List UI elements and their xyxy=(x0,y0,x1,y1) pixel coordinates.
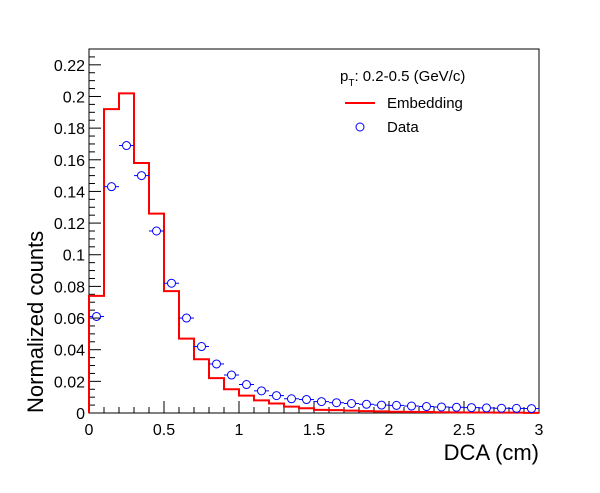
legend-header-sub: T xyxy=(348,78,354,89)
series-layer xyxy=(88,92,539,414)
plot-frame xyxy=(88,48,540,414)
data-point xyxy=(497,403,506,413)
y-tick-label: 0.02 xyxy=(54,374,85,391)
legend: pT: 0.2-0.5 (GeV/c) Embedding Data xyxy=(340,68,465,136)
data-point xyxy=(422,402,431,412)
data-point xyxy=(137,171,146,181)
x-tick-label: 0 xyxy=(85,422,94,439)
data-point xyxy=(92,311,101,321)
legend-header: pT: 0.2-0.5 (GeV/c) xyxy=(340,68,465,89)
data-point xyxy=(122,141,131,151)
y-axis-title: Normalized counts xyxy=(23,231,48,413)
x-axis: 0 0.5 1 1.5 2 2.5 3 xyxy=(85,401,544,439)
data-point xyxy=(317,397,326,407)
y-tick-label: 0.2 xyxy=(63,89,85,106)
data-point xyxy=(167,278,176,288)
data-point xyxy=(107,182,116,192)
legend-data-label: Data xyxy=(387,119,419,136)
legend-data-marker xyxy=(355,122,365,132)
data-point xyxy=(407,401,416,411)
y-tick-label: 0 xyxy=(76,406,85,423)
y-tick-label: 0.04 xyxy=(54,343,85,360)
data-point xyxy=(227,370,236,380)
data-point xyxy=(302,395,311,405)
y-axis: 0 0.02 0.04 0.06 0.08 0.1 0.12 0.14 0.16 0.18 0.2 0… xyxy=(54,48,101,423)
x-tick-label: 3 xyxy=(535,422,544,439)
x-tick-label: 0.5 xyxy=(153,422,175,439)
x-tick-label: 1 xyxy=(235,422,244,439)
data-point xyxy=(512,403,521,413)
x-tick-label: 2.5 xyxy=(453,422,475,439)
data-point xyxy=(242,380,251,390)
y-tick-label: 0.1 xyxy=(63,248,85,265)
data-point xyxy=(467,403,476,413)
data-point xyxy=(332,398,341,408)
data-point xyxy=(527,404,536,414)
y-tick-label: 0.18 xyxy=(54,121,85,138)
data-point xyxy=(452,402,461,412)
legend-header-p: p xyxy=(340,68,348,85)
data-point xyxy=(212,359,221,369)
y-tick-label: 0.14 xyxy=(54,184,85,201)
data-point xyxy=(272,391,281,401)
data-point xyxy=(287,394,296,404)
data-point xyxy=(437,402,446,412)
x-tick-label: 2 xyxy=(385,422,394,439)
data-point xyxy=(377,400,386,410)
data-point xyxy=(392,400,401,410)
legend-embedding-label: Embedding xyxy=(387,95,463,112)
x-tick-label: 1.5 xyxy=(303,422,325,439)
data-point xyxy=(347,399,356,409)
y-tick-label: 0.08 xyxy=(54,279,85,296)
y-tick-label: 0.06 xyxy=(54,311,85,328)
y-tick-label: 0.12 xyxy=(54,216,85,233)
y-tick-label: 0.22 xyxy=(54,58,85,75)
embedding-histogram xyxy=(88,92,539,414)
x-axis-title: DCA (cm) xyxy=(444,440,539,465)
y-tick-label: 0.16 xyxy=(54,153,85,170)
data-point xyxy=(182,313,191,323)
data-point xyxy=(257,386,266,396)
data-point xyxy=(197,342,206,352)
legend-header-rest: : 0.2-0.5 (GeV/c) xyxy=(354,68,465,85)
data-point xyxy=(362,399,371,409)
data-point xyxy=(482,403,491,413)
data-point xyxy=(152,226,161,236)
